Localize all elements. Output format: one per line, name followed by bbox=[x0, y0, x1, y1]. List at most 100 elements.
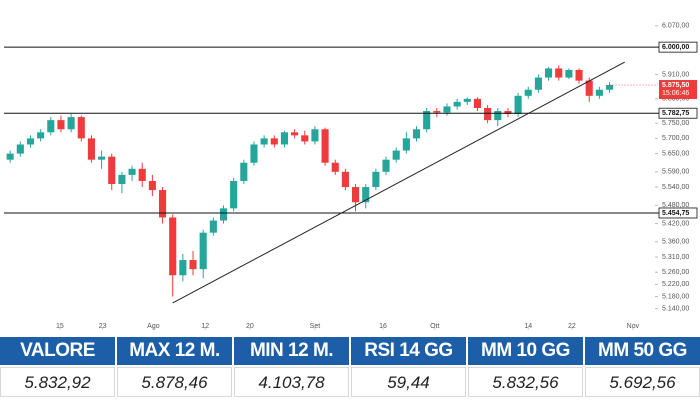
y-tick-label: 5.480,00 bbox=[662, 202, 689, 209]
candle-body bbox=[179, 260, 187, 276]
candle-body bbox=[565, 69, 573, 78]
y-tick-label: 6.070,00 bbox=[662, 23, 689, 30]
candle-body bbox=[392, 150, 400, 160]
candle-body bbox=[16, 144, 24, 154]
candle-body bbox=[443, 106, 451, 113]
last-price-box bbox=[659, 80, 697, 100]
candle-body bbox=[108, 156, 116, 185]
candle-body bbox=[423, 111, 431, 130]
level-label: 5.782,75 bbox=[662, 110, 689, 117]
candle-body bbox=[595, 89, 603, 96]
candle-body bbox=[280, 132, 288, 145]
candle-body bbox=[47, 120, 55, 133]
y-tick-label: 5.590,00 bbox=[662, 169, 689, 176]
header-cell: MM 10 GG bbox=[468, 337, 583, 365]
candle-body bbox=[26, 138, 35, 145]
y-tick-label: 5.830,00 bbox=[662, 96, 689, 103]
candle-body bbox=[341, 171, 349, 188]
level-label: 6.000,00 bbox=[662, 44, 689, 51]
x-tick-label: 14 bbox=[524, 323, 532, 330]
candle-body bbox=[128, 168, 136, 175]
candle-body bbox=[362, 187, 370, 203]
header-cell: MM 50 GG bbox=[585, 337, 700, 365]
candle-body bbox=[57, 120, 65, 130]
candle-body bbox=[463, 98, 471, 102]
candle-body bbox=[260, 138, 268, 145]
last-price-label: 5.875,50 bbox=[662, 82, 689, 89]
y-tick-label: 5.260,00 bbox=[662, 269, 689, 276]
header-cell: MAX 12 M. bbox=[117, 337, 232, 365]
candle-body bbox=[494, 111, 502, 121]
candle-body bbox=[372, 171, 380, 188]
y-tick-label: 5.420,00 bbox=[662, 220, 689, 227]
y-tick-label: 5.750,00 bbox=[662, 120, 689, 127]
y-tick-label: 5.650,00 bbox=[662, 150, 689, 157]
x-tick-label: 23 bbox=[99, 323, 107, 330]
candle-body bbox=[77, 117, 85, 139]
candle-body bbox=[291, 132, 299, 136]
candle-body bbox=[118, 174, 126, 185]
candle-body bbox=[504, 111, 512, 115]
y-tick-label: 5.360,00 bbox=[662, 239, 689, 246]
value-cell: 5.878,46 bbox=[117, 367, 232, 397]
candle-body bbox=[433, 111, 441, 113]
candle-body bbox=[585, 80, 593, 96]
x-tick-label: Nov bbox=[627, 323, 640, 330]
candle-body bbox=[219, 208, 228, 221]
candle-body bbox=[87, 138, 95, 160]
table-header: VALORE MAX 12 M. MIN 12 M. RSI 14 GG MM 10 G… bbox=[0, 337, 700, 365]
value-cell: 5.832,92 bbox=[0, 367, 115, 397]
y-tick-label: 5.540,00 bbox=[662, 184, 689, 191]
level-label: 5.454,75 bbox=[662, 210, 689, 217]
candle-body bbox=[412, 129, 421, 139]
candle-body bbox=[331, 162, 339, 172]
value-cell: 4.103,78 bbox=[234, 367, 349, 397]
candle-body bbox=[321, 129, 329, 163]
candle-body bbox=[98, 156, 106, 160]
candle-body bbox=[138, 168, 146, 181]
candle-body bbox=[605, 85, 614, 90]
x-tick-label: 22 bbox=[568, 323, 576, 330]
candle-body bbox=[169, 217, 177, 276]
candle-body bbox=[270, 138, 278, 145]
value-cell: 5.692,56 bbox=[585, 367, 700, 397]
candle-body bbox=[240, 162, 248, 181]
y-tick-label: 5.700,00 bbox=[662, 135, 689, 142]
y-tick-label: 5.910,00 bbox=[662, 71, 689, 78]
candle-body bbox=[402, 138, 410, 151]
candle-body bbox=[158, 190, 167, 218]
table-row: 5.832,92 5.878,46 4.103,78 59,44 5.832,56 5.6… bbox=[0, 367, 700, 397]
candle-body bbox=[534, 77, 542, 90]
level-box bbox=[658, 107, 698, 119]
chart: 6.070,00 5.910,00 5.830,00 5.750,00 5.700,00… bbox=[4, 23, 698, 330]
y-tick-label: 5.310,00 bbox=[662, 254, 689, 261]
candle-body bbox=[484, 107, 492, 121]
y-tick-label: 5.180,00 bbox=[662, 293, 689, 300]
candle-body bbox=[352, 187, 360, 203]
header-cell: MIN 12 M. bbox=[234, 337, 349, 365]
candle-body bbox=[382, 159, 390, 172]
candle-body bbox=[524, 89, 532, 96]
candle-body bbox=[230, 180, 238, 209]
candle-body bbox=[189, 260, 197, 270]
x-tick-label: Ott bbox=[430, 323, 439, 330]
value-cell: 59,44 bbox=[351, 367, 466, 397]
x-tick-label: 20 bbox=[246, 323, 254, 330]
level-box bbox=[658, 41, 698, 53]
candle-body bbox=[473, 98, 482, 108]
candle-body bbox=[555, 68, 563, 78]
candle-body bbox=[250, 144, 258, 163]
candle-body bbox=[545, 68, 553, 78]
candle-body bbox=[575, 69, 583, 81]
x-tick-label: 16 bbox=[379, 323, 387, 330]
last-price-time: 15:06:46 bbox=[662, 90, 689, 97]
candle-body bbox=[6, 153, 14, 160]
level-box bbox=[658, 207, 698, 219]
x-tick-label: 15 bbox=[56, 323, 64, 330]
value-cell: 5.832,56 bbox=[468, 367, 583, 397]
x-tick-label: Set bbox=[310, 323, 321, 330]
y-tick-label: 5.220,00 bbox=[662, 281, 689, 288]
y-tick-label: 5.140,00 bbox=[662, 306, 689, 313]
x-tick-label: Ago bbox=[147, 323, 160, 330]
